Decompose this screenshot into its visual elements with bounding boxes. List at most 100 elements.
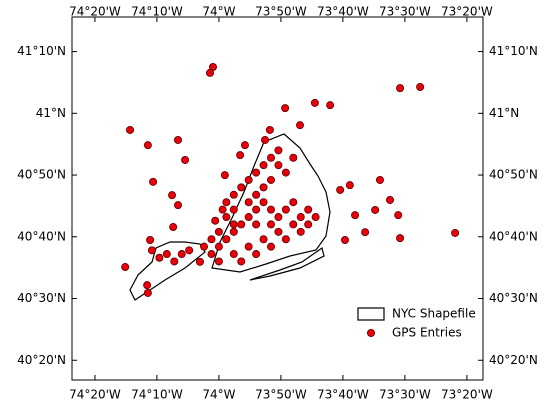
gps-point xyxy=(311,213,320,222)
gps-point xyxy=(396,234,405,243)
y-tick-label-right: 41°10'N xyxy=(489,44,538,58)
gps-point xyxy=(296,227,305,236)
gps-point xyxy=(121,263,130,272)
gps-point xyxy=(126,125,135,134)
y-tick-label-right: 40°30'N xyxy=(489,291,538,305)
gps-point xyxy=(143,288,152,297)
x-tick-label-top: 74°W xyxy=(202,5,235,19)
x-tick-label: 74°20'W xyxy=(69,388,121,402)
gps-point xyxy=(304,205,313,214)
gps-point xyxy=(244,198,253,207)
gps-point xyxy=(252,205,261,214)
gps-point xyxy=(205,68,214,77)
gps-point xyxy=(351,211,360,220)
gps-point xyxy=(274,213,283,222)
gps-point xyxy=(168,191,177,200)
y-tick-label-right: 40°50'N xyxy=(489,168,538,182)
gps-point xyxy=(207,235,216,244)
x-tick-label-top: 73°20'W xyxy=(441,5,493,19)
gps-point xyxy=(229,190,238,199)
x-tick-label-top: 73°50'W xyxy=(255,5,307,19)
gps-point xyxy=(222,235,231,244)
gps-point xyxy=(174,201,183,210)
gps-point xyxy=(416,83,425,92)
nyc-outline xyxy=(129,133,331,301)
boroughs xyxy=(211,133,331,273)
x-tick-label-top: 74°10'W xyxy=(131,5,183,19)
gps-point xyxy=(222,198,231,207)
gps-point xyxy=(229,250,238,259)
gps-point xyxy=(240,141,249,150)
gps-point xyxy=(252,190,261,199)
gps-point xyxy=(211,216,220,225)
gps-point xyxy=(265,125,274,134)
y-tick-label-right: 40°40'N xyxy=(489,229,538,243)
gps-point xyxy=(289,220,298,229)
gps-point xyxy=(174,135,183,144)
x-tick-label: 73°50'W xyxy=(255,388,307,402)
gps-point xyxy=(274,161,283,170)
gps-point xyxy=(237,183,246,192)
gps-point xyxy=(345,181,354,190)
gps-point xyxy=(281,205,290,214)
gps-point xyxy=(394,211,403,220)
staten-island xyxy=(129,241,206,301)
gps-point xyxy=(341,235,350,244)
gps-point xyxy=(296,213,305,222)
gps-point xyxy=(296,121,305,130)
gps-point xyxy=(266,205,275,214)
legend-label: GPS Entries xyxy=(392,326,462,340)
x-tick-label: 73°30'W xyxy=(379,388,431,402)
gps-point xyxy=(266,175,275,184)
gps-point xyxy=(371,205,380,214)
y-tick-label: 40°50'N xyxy=(17,168,66,182)
y-tick-label: 40°30'N xyxy=(17,291,66,305)
gps-point xyxy=(222,213,231,222)
rockaway xyxy=(249,247,325,281)
gps-point xyxy=(155,253,164,262)
gps-point xyxy=(214,257,223,266)
x-tick-label: 74°10'W xyxy=(131,388,183,402)
gps-point xyxy=(143,141,152,150)
gps-point xyxy=(244,213,253,222)
gps-point xyxy=(207,250,216,259)
gps-point xyxy=(185,246,194,255)
gps-point xyxy=(236,151,245,160)
gps-point xyxy=(147,246,156,255)
gps-point xyxy=(143,281,152,290)
gps-point xyxy=(259,235,268,244)
gps-point xyxy=(266,153,275,162)
legend-label: NYC Shapefile xyxy=(392,307,476,321)
y-tick-label: 40°40'N xyxy=(17,229,66,243)
gps-point xyxy=(244,175,253,184)
gps-point xyxy=(220,171,229,180)
gps-point xyxy=(177,250,186,259)
gps-point xyxy=(237,257,246,266)
gps-point xyxy=(170,257,179,266)
gps-point xyxy=(252,220,261,229)
gps-point xyxy=(259,183,268,192)
gps-point xyxy=(281,168,290,177)
gps-point xyxy=(218,205,227,214)
gps-point xyxy=(281,235,290,244)
gps-point xyxy=(386,195,395,204)
gps-point xyxy=(252,250,261,259)
gps-point xyxy=(451,228,460,237)
gps-point xyxy=(229,227,238,236)
gps-point xyxy=(169,223,178,232)
gps-point xyxy=(149,177,158,186)
gps-point xyxy=(375,175,384,184)
gps-point xyxy=(261,135,270,144)
gps-point xyxy=(266,220,275,229)
gps-point xyxy=(214,227,223,236)
gps-point xyxy=(396,84,405,93)
y-tick-label-right: 40°20'N xyxy=(489,353,538,367)
gps-point xyxy=(229,205,238,214)
gps-point xyxy=(310,98,319,107)
x-tick-label-top: 73°40'W xyxy=(317,5,369,19)
gps-point xyxy=(237,220,246,229)
x-tick-label: 74°W xyxy=(202,388,235,402)
x-tick-label-top: 74°20'W xyxy=(69,5,121,19)
gps-point xyxy=(259,198,268,207)
